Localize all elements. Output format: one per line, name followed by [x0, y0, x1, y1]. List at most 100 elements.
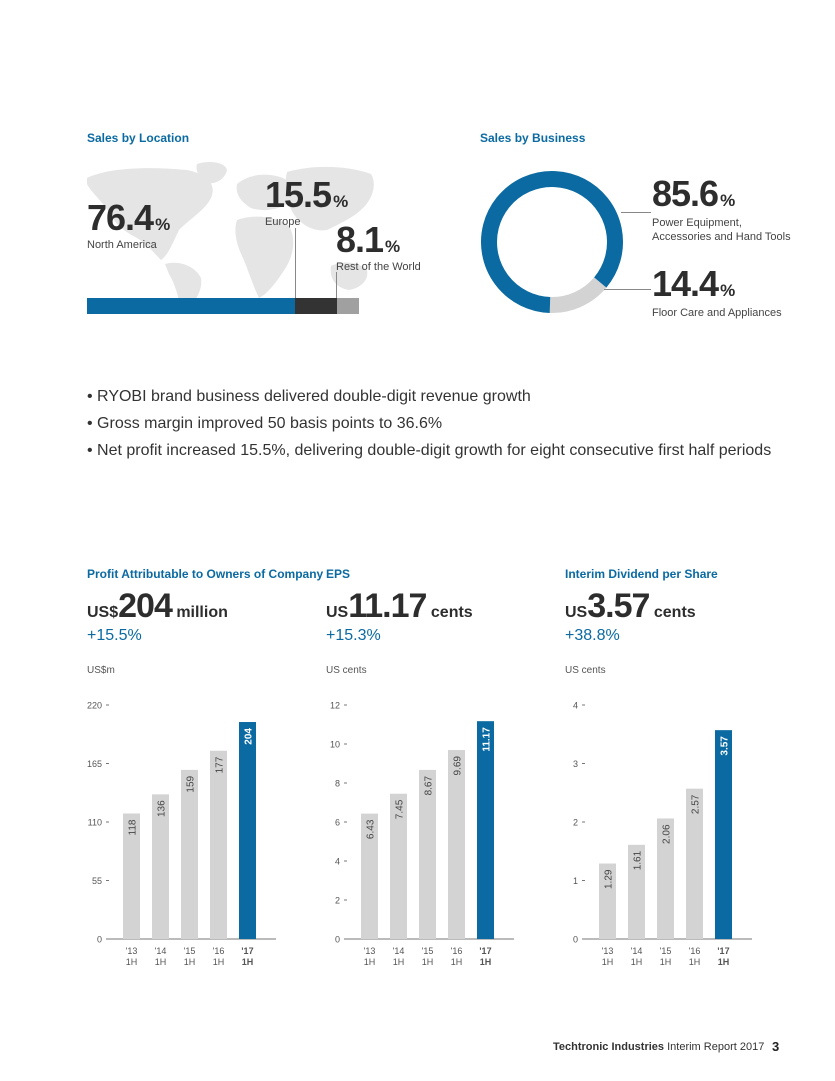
- bar: [361, 813, 378, 939]
- y-tick-label: 1: [573, 876, 578, 886]
- kpi-eps-title: EPS: [326, 567, 351, 581]
- power-equipment-unit: %: [720, 191, 736, 210]
- north-america-unit: %: [155, 215, 171, 234]
- x-tick-label-period: 1H: [602, 957, 614, 967]
- highlight-item: • Gross margin improved 50 basis points …: [87, 415, 443, 432]
- bar-value-label: 7.45: [395, 799, 406, 819]
- highlight-item: • Net profit increased 15.5%, delivering…: [87, 442, 772, 459]
- power-equipment-value: 85.6: [652, 173, 719, 214]
- europe-value: 15.5: [265, 174, 332, 215]
- x-tick-label-period: 1H: [242, 957, 254, 967]
- kpi-profit: Profit Attributable to Owners of Company…: [87, 567, 323, 676]
- sales-by-location-title: Sales by Location: [87, 131, 190, 145]
- bar-value-label: 1.61: [633, 850, 644, 870]
- kpi-eps-number: 11.17: [348, 587, 427, 625]
- x-tick-label-period: 1H: [126, 957, 138, 967]
- region-rest-of-world: 8.1% Rest of the World: [336, 222, 421, 274]
- y-tick-label: 8: [335, 779, 340, 789]
- kpi-dividend-number: 3.57: [587, 587, 650, 625]
- bar: [210, 750, 227, 939]
- y-tick-label: 3: [573, 759, 578, 769]
- kpi-dividend-growth: +38.8%: [565, 627, 620, 644]
- bar: [657, 818, 674, 939]
- rest-of-world-label: Rest of the World: [336, 261, 421, 273]
- x-tick-label-year: '13: [126, 946, 138, 956]
- x-tick-label-period: 1H: [184, 957, 196, 967]
- x-tick-label-year: '17: [717, 946, 729, 956]
- bar-value-label: 136: [157, 800, 168, 817]
- bar-value-label: 177: [215, 756, 226, 773]
- bar-value-label: 204: [244, 728, 255, 745]
- bar: [123, 813, 140, 939]
- kpi-eps-growth: +15.3%: [326, 627, 381, 644]
- bar: [239, 722, 256, 939]
- x-tick-label-year: '14: [631, 946, 643, 956]
- floor-care-connector-line: [604, 289, 651, 290]
- bar: [599, 863, 616, 939]
- chart-eps-unit: US cents: [326, 665, 367, 676]
- kpi-profit-unit: million: [176, 604, 228, 621]
- y-tick-label: 2: [335, 896, 340, 906]
- x-tick-label-period: 1H: [422, 957, 434, 967]
- bar-value-label: 3.57: [720, 736, 731, 756]
- north-america-label: North America: [87, 239, 157, 251]
- x-tick-label-year: '15: [184, 946, 196, 956]
- rest-of-world-connector-line: [336, 272, 337, 298]
- x-tick-label-period: 1H: [689, 957, 701, 967]
- x-tick-label-year: '13: [364, 946, 376, 956]
- y-tick-label: 220: [87, 701, 102, 711]
- x-tick-label-period: 1H: [155, 957, 167, 967]
- y-tick-label: 110: [88, 818, 102, 828]
- kpi-profit-number: 204: [118, 587, 173, 625]
- highlights-list: • RYOBI brand business delivered double-…: [87, 383, 771, 464]
- north-america-value: 76.4: [87, 197, 154, 238]
- rest-of-world-unit: %: [385, 237, 401, 256]
- x-tick-label-period: 1H: [364, 957, 376, 967]
- rest-of-world-bar-segment: [336, 298, 359, 314]
- footer-company: Techtronic Industries: [553, 1041, 665, 1053]
- kpi-eps-unit: cents: [430, 604, 473, 621]
- floor-care-donut-segment: [549, 277, 607, 313]
- bar-value-label: 11.17: [482, 727, 493, 752]
- x-tick-label-year: '17: [479, 946, 491, 956]
- power-equipment-label-line1: Power Equipment,: [652, 217, 742, 229]
- power-equipment-connector-line: [621, 212, 651, 213]
- power-equipment-donut-segment: [481, 171, 623, 313]
- x-tick-label-year: '14: [155, 946, 167, 956]
- power-equipment-label-line2: Accessories and Hand Tools: [652, 231, 791, 243]
- x-tick-label-year: '13: [602, 946, 614, 956]
- bar: [477, 721, 494, 939]
- y-tick-label: 55: [92, 876, 102, 886]
- x-tick-label-period: 1H: [631, 957, 643, 967]
- y-tick-label: 4: [335, 857, 340, 867]
- y-tick-label: 10: [330, 740, 340, 750]
- kpi-profit-growth: +15.5%: [87, 627, 142, 644]
- y-tick-label: 2: [573, 818, 578, 828]
- profit-bar-chart: 055110165220118'131H136'141H159'151H177'…: [87, 701, 276, 967]
- y-tick-label: 0: [97, 935, 102, 945]
- dividend-bar-chart: 012341.29'131H1.61'141H2.06'151H2.57'161…: [573, 701, 752, 967]
- europe-bar-segment: [294, 298, 337, 314]
- y-tick-label: 165: [87, 759, 102, 769]
- north-america-bar-segment: [87, 298, 295, 314]
- bar: [152, 794, 169, 939]
- region-north-america: 76.4% North America: [87, 200, 170, 252]
- x-tick-label-year: '14: [393, 946, 405, 956]
- x-tick-label-year: '15: [660, 946, 672, 956]
- kpi-dividend: Interim Dividend per Share US3.57 cents …: [565, 567, 718, 676]
- bar-value-label: 8.67: [424, 776, 435, 796]
- floor-care-value: 14.4: [652, 263, 719, 304]
- bar: [628, 844, 645, 939]
- y-tick-label: 4: [573, 701, 578, 711]
- x-tick-label-year: '17: [241, 946, 253, 956]
- y-tick-label: 12: [330, 701, 340, 711]
- rest-of-world-value: 8.1: [336, 219, 384, 260]
- europe-connector-line: [295, 228, 296, 298]
- bar-value-label: 9.69: [453, 756, 464, 776]
- region-europe: 15.5% Europe: [265, 177, 348, 229]
- kpi-dividend-unit: cents: [653, 604, 696, 621]
- footer: Techtronic Industries Interim Report 201…: [553, 1041, 764, 1053]
- y-tick-label: 6: [335, 818, 340, 828]
- bar-value-label: 2.06: [662, 824, 673, 844]
- bar: [390, 793, 407, 939]
